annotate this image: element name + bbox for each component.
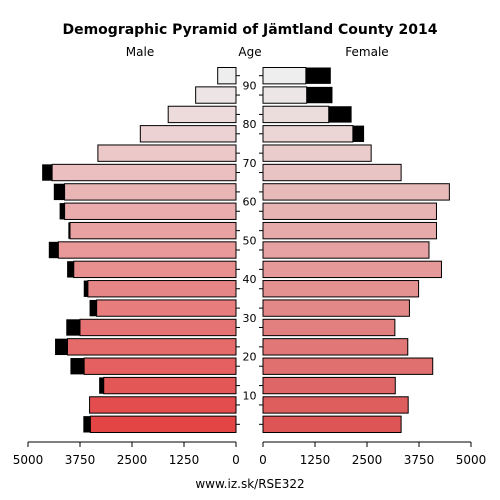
male-surplus-40-44 <box>67 261 74 278</box>
female-bar-75-79 <box>262 125 354 143</box>
female-bar-35-39 <box>262 280 420 298</box>
female-bar-20-24 <box>262 338 409 356</box>
male-surplus-65-69 <box>42 164 53 181</box>
male-bar-90+ <box>217 67 237 85</box>
age-axis: 10 20 30 40 50 60 70 80 90 <box>236 75 263 425</box>
female-bar-70-74 <box>262 144 372 162</box>
x-tick-label: 2500 <box>117 453 148 467</box>
female-bar-40-44 <box>262 260 442 279</box>
male-bar-35-39 <box>87 280 237 298</box>
male-bar-45-49 <box>57 241 237 259</box>
male-bar-0-4 <box>89 415 237 434</box>
male-surplus-30-34 <box>89 299 97 317</box>
female-bar-65-69 <box>262 163 402 182</box>
female-label: Female <box>345 45 388 59</box>
x-tick-label: 5000 <box>13 453 44 467</box>
x-tick-label: 5000 <box>456 453 487 467</box>
male-surplus-60-64 <box>53 183 65 201</box>
male-surplus-10-14 <box>99 377 104 394</box>
male-bar-25-29 <box>79 318 237 337</box>
male-bar-60-64 <box>64 183 237 201</box>
male-bar-15-19 <box>83 357 237 375</box>
age-tick-label: 90 <box>243 79 257 92</box>
female-x-axis: 5000 3750 2500 1250 0 <box>259 441 487 467</box>
footer-url: www.iz.sk/RSE322 <box>195 477 304 491</box>
male-surplus-50-54 <box>68 222 71 239</box>
male-surplus-20-24 <box>55 338 68 356</box>
age-tick-label: 50 <box>243 234 257 247</box>
male-surplus-25-29 <box>66 319 80 336</box>
male-bar-70-74 <box>97 144 237 162</box>
female-bar-15-19 <box>262 357 434 375</box>
age-tick-label: 20 <box>243 351 257 364</box>
female-bar-60-64 <box>262 183 450 201</box>
male-surplus-55-59 <box>59 203 65 220</box>
male-bar-75-79 <box>139 125 237 143</box>
male-surplus-45-49 <box>48 241 59 259</box>
female-bar-90+ <box>262 67 307 85</box>
male-surplus-15-19 <box>70 358 85 375</box>
female-bar-55-59 <box>262 202 437 220</box>
female-surplus-75-79 <box>352 125 365 142</box>
x-tick-label: 3750 <box>404 453 435 467</box>
x-tick-label: 1250 <box>169 453 200 467</box>
age-tick-label: 60 <box>243 196 257 209</box>
age-tick-label: 80 <box>243 118 257 131</box>
male-surplus-35-39 <box>83 280 88 297</box>
x-tick-label: 3750 <box>65 453 96 467</box>
female-surplus-85-89 <box>306 86 333 104</box>
male-surplus-0-4 <box>83 416 91 433</box>
female-bar-25-29 <box>262 318 396 337</box>
age-tick-label: 40 <box>243 273 257 286</box>
male-bar-55-59 <box>64 202 237 220</box>
female-bar-50-54 <box>262 221 437 240</box>
male-bar-10-14 <box>103 376 237 395</box>
male-bar-30-34 <box>96 299 237 317</box>
male-bar-80-84 <box>167 105 237 124</box>
female-bar-5-9 <box>262 396 409 414</box>
female-bar-10-14 <box>262 376 396 395</box>
male-x-axis: 5000 3750 2500 1250 0 <box>13 441 240 467</box>
male-bar-40-44 <box>73 260 237 279</box>
female-surplus-80-84 <box>328 106 352 123</box>
female-bar-30-34 <box>262 299 410 317</box>
x-tick-label: 0 <box>232 453 240 467</box>
male-bar-65-69 <box>51 163 237 182</box>
age-tick-label: 30 <box>243 312 257 325</box>
female-bar-80-84 <box>262 105 330 124</box>
female-bar-85-89 <box>262 86 308 104</box>
age-tick-label: 70 <box>243 157 257 170</box>
female-bar-0-4 <box>262 415 402 434</box>
male-bar-5-9 <box>89 396 237 414</box>
age-label: Age <box>238 45 261 59</box>
male-bar-50-54 <box>69 221 237 240</box>
male-label: Male <box>126 45 154 59</box>
female-surplus-90+ <box>305 67 331 84</box>
x-tick-label: 1250 <box>300 453 331 467</box>
male-bar-85-89 <box>195 86 237 104</box>
female-bars <box>262 67 450 434</box>
male-bars <box>42 67 237 434</box>
female-bar-45-49 <box>262 241 430 259</box>
age-tick-label: 10 <box>243 389 257 402</box>
x-tick-label: 0 <box>259 453 267 467</box>
male-bar-20-24 <box>67 338 237 356</box>
chart-title: Demographic Pyramid of Jämtland County 2… <box>62 22 437 38</box>
x-tick-label: 2500 <box>352 453 383 467</box>
